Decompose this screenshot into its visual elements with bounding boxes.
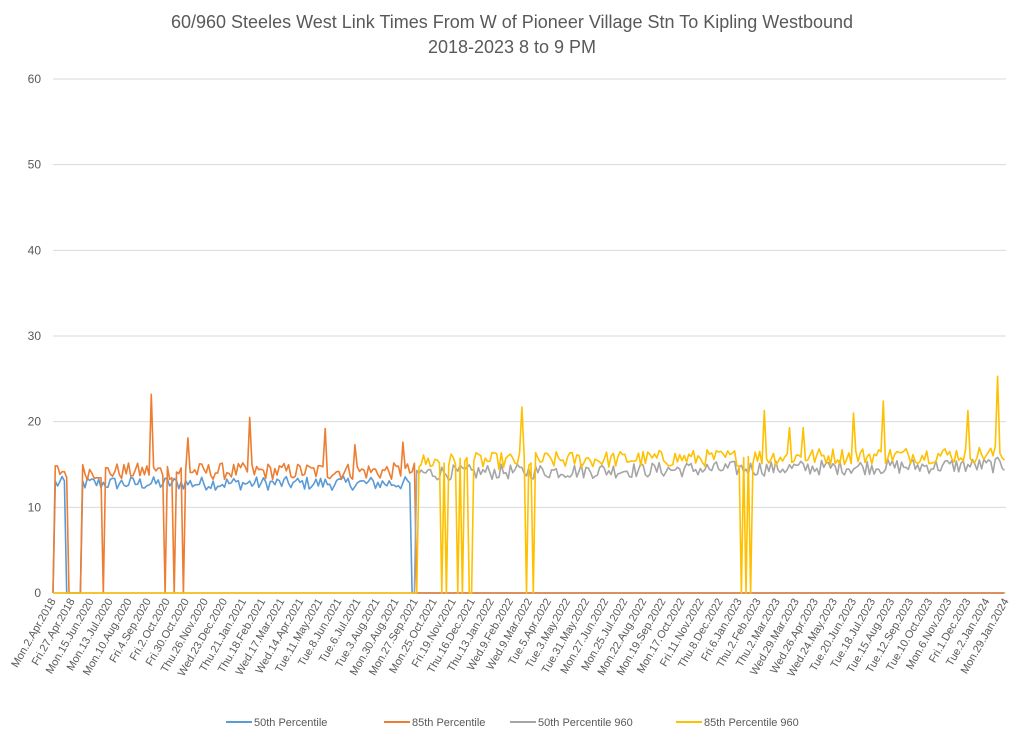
series-line-1 <box>52 393 1005 594</box>
y-tick-label: 0 <box>34 586 41 600</box>
legend-label: 85th Percentile <box>412 717 485 729</box>
x-axis: Mon.2.Apr.2018Fri.27.Apr.2018Mon.15.Jun.… <box>9 596 1011 678</box>
series-lines <box>52 375 1006 594</box>
legend-label: 50th Percentile <box>254 717 327 729</box>
y-axis: 0 10 20 30 40 50 60 <box>28 72 42 600</box>
series-line-3 <box>53 375 1006 594</box>
y-tick-label: 50 <box>28 158 42 172</box>
y-tick-label: 20 <box>28 415 42 429</box>
legend: 50th Percentile 85th Percentile 50th Perce… <box>226 717 799 729</box>
legend-label: 50th Percentile 960 <box>538 717 633 729</box>
chart-title: 60/960 Steeles West Link Times From W of… <box>171 12 853 32</box>
y-tick-label: 60 <box>28 72 42 86</box>
y-tick-label: 40 <box>28 243 42 257</box>
legend-label: 85th Percentile 960 <box>704 717 799 729</box>
gridlines <box>53 78 1006 594</box>
y-tick-label: 10 <box>28 500 42 514</box>
y-tick-label: 30 <box>28 329 42 343</box>
chart-subtitle: 2018-2023 8 to 9 PM <box>428 37 596 57</box>
